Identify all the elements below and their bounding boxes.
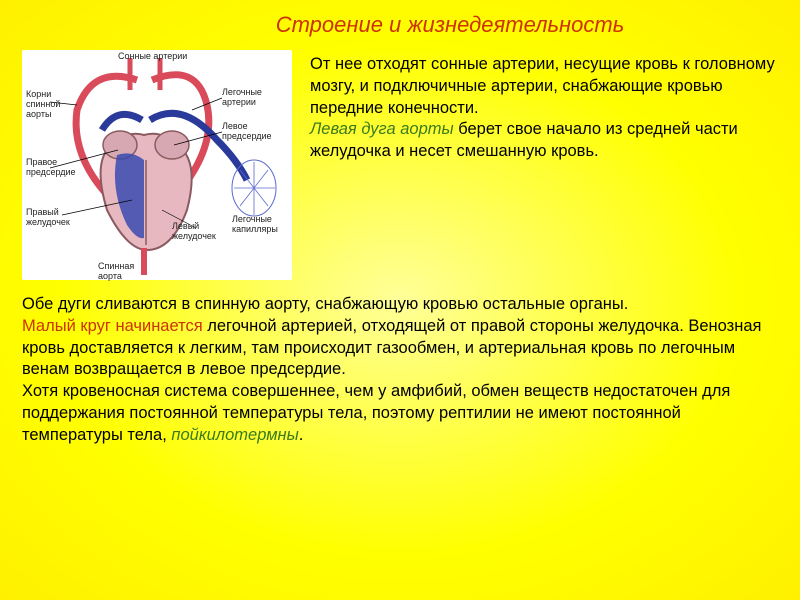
lower-text-block: Обе дуги сливаются в спинную аорту, снаб… bbox=[22, 294, 778, 446]
small-circle: Малый круг начинается bbox=[22, 317, 203, 335]
lbl-pulm-cap: Легочные капилляры bbox=[232, 215, 290, 235]
lbl-right-atrium: Правое предсердие bbox=[26, 158, 86, 178]
p1a: От нее отходят сонные артерии, несущие к… bbox=[310, 55, 775, 117]
lbl-right-vent: Правый желудочек bbox=[26, 208, 81, 228]
slide: Строение и жизнедеятельность bbox=[0, 0, 800, 600]
title-text: Строение и жизнедеятельность bbox=[276, 12, 625, 37]
p4a: Хотя кровеносная система совершеннее, че… bbox=[22, 382, 730, 444]
lbl-left-atrium: Левое предсердие bbox=[222, 122, 282, 142]
heart-diagram: Сонные артерии Корни спинной аорты Легоч… bbox=[22, 50, 292, 280]
upper-row: Сонные артерии Корни спинной аорты Легоч… bbox=[22, 50, 778, 280]
lbl-carotid: Сонные артерии bbox=[118, 52, 187, 62]
pulm-art-l bbox=[102, 114, 142, 130]
slide-title: Строение и жизнедеятельность bbox=[122, 12, 778, 38]
lbl-spinal-aorta: Спинная аорта bbox=[98, 262, 148, 282]
left-atrium-shape bbox=[155, 131, 189, 159]
lbl-pulm-art: Легочные артерии bbox=[222, 88, 277, 108]
poikilo: пойкилотермны bbox=[171, 426, 298, 444]
p4b: . bbox=[299, 426, 304, 444]
aorta-arc: Левая дуга аорты bbox=[310, 120, 454, 138]
p2: Обе дуги сливаются в спинную аорту, снаб… bbox=[22, 295, 628, 313]
lbl-left-vent: Левый желудочек bbox=[172, 222, 227, 242]
lbl-aortic-roots: Корни спинной аорты bbox=[26, 90, 76, 120]
right-text-block: От нее отходят сонные артерии, несущие к… bbox=[310, 50, 778, 280]
